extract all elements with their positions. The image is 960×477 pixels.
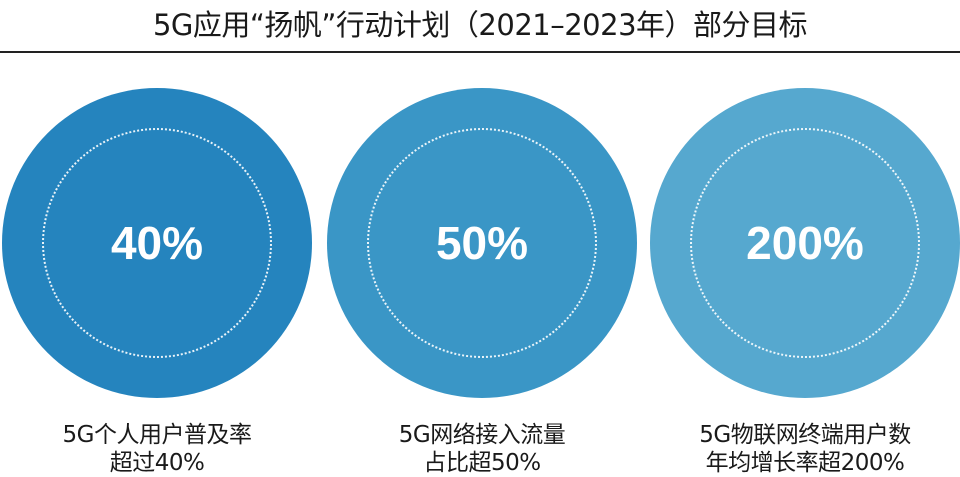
- dotted-ring: [367, 128, 597, 358]
- label-line: 年均增长率超200%: [705, 450, 905, 476]
- target-circle-3: 200%: [650, 88, 960, 398]
- dotted-ring: [690, 128, 920, 358]
- label-line: 超过40%: [109, 450, 205, 476]
- title-divider: [0, 51, 960, 53]
- label-line: 占比超50%: [423, 450, 541, 476]
- target-circle-1: 40%: [2, 88, 312, 398]
- page-title: 5G应用“扬帆”行动计划（2021–2023年）部分目标: [152, 8, 808, 42]
- target-value: 200%: [746, 217, 864, 269]
- target-value: 40%: [110, 217, 204, 269]
- label-line: 5G网络接入流量: [398, 422, 566, 448]
- dotted-ring: [42, 128, 272, 358]
- target-circle-2: 50%: [327, 88, 637, 398]
- target-label-1: 5G个人用户普及率 超过40%: [0, 421, 317, 477]
- label-line: 5G个人用户普及率: [62, 422, 252, 448]
- label-line: 5G物联网终端用户数: [699, 422, 911, 448]
- target-value: 50%: [435, 217, 529, 269]
- target-label-2: 5G网络接入流量 占比超50%: [322, 421, 642, 477]
- target-label-3: 5G物联网终端用户数 年均增长率超200%: [645, 421, 960, 477]
